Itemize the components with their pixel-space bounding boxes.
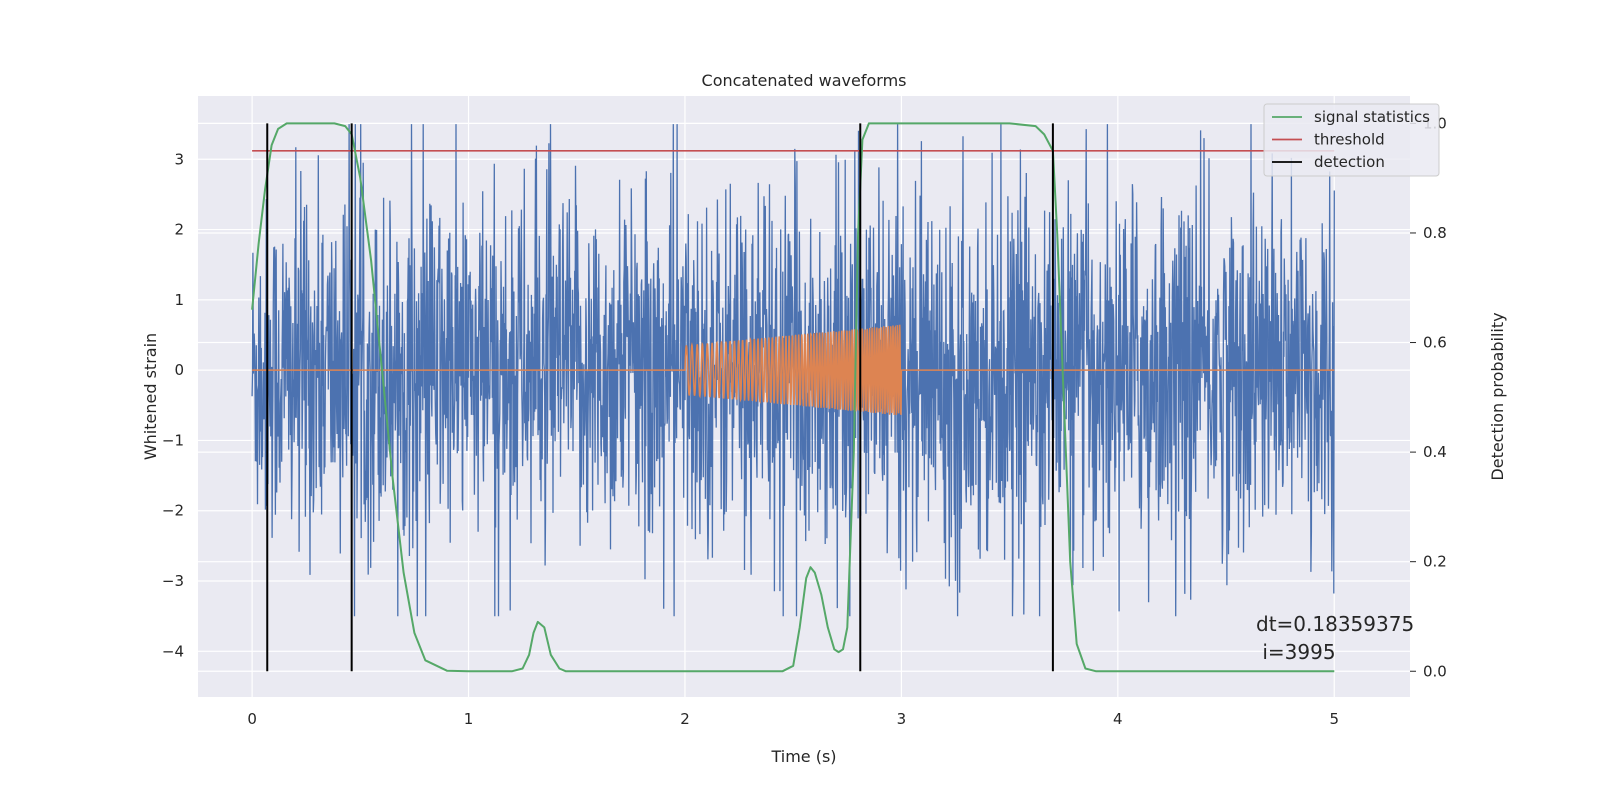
legend-box <box>1263 103 1440 177</box>
legend: signal statistics threshold detection <box>1263 103 1440 177</box>
signal-statistics-line <box>251 122 1335 673</box>
y-right-tick-label: 0.8 <box>1423 224 1447 242</box>
chart-title: Concatenated waveforms <box>702 71 907 90</box>
series-layer <box>251 122 1335 673</box>
legend-entry-threshold: threshold <box>1314 131 1385 149</box>
y-right-tick-label: 0.6 <box>1423 334 1447 352</box>
legend-entry-detection: detection <box>1314 153 1385 171</box>
y-tick-label: −4 <box>162 642 184 660</box>
injection-line <box>252 324 1335 416</box>
y-right-tick-label: 0.2 <box>1423 553 1447 571</box>
y-tick-label: −2 <box>162 502 184 520</box>
annotation-dt: dt=0.18359375 <box>1256 612 1414 636</box>
y-right-tick-label: 0.4 <box>1423 443 1447 461</box>
x-tick-label: 4 <box>1113 710 1123 728</box>
x-axis-label: Time (s) <box>770 747 836 766</box>
legend-entry-signal-statistics: signal statistics <box>1314 108 1430 126</box>
y-axis-right-label: Detection probability <box>1488 312 1507 480</box>
x-tick-label: 5 <box>1329 710 1339 728</box>
y-tick-label: −3 <box>162 572 184 590</box>
y-axis-label: Whitened strain <box>141 333 160 460</box>
y-tick-label: 1 <box>174 291 184 309</box>
x-tick-label: 3 <box>897 710 907 728</box>
x-tick-label: 2 <box>680 710 690 728</box>
y-tick-label: −1 <box>162 431 184 449</box>
annotation-index: i=3995 <box>1256 640 1336 664</box>
y-tick-label: 2 <box>174 221 184 239</box>
x-tick-label: 1 <box>464 710 474 728</box>
x-tick-label: 0 <box>247 710 257 728</box>
y-right-tick-label: 0.0 <box>1423 662 1447 680</box>
y-tick-label: 3 <box>174 150 184 168</box>
y-tick-label: 0 <box>174 361 184 379</box>
